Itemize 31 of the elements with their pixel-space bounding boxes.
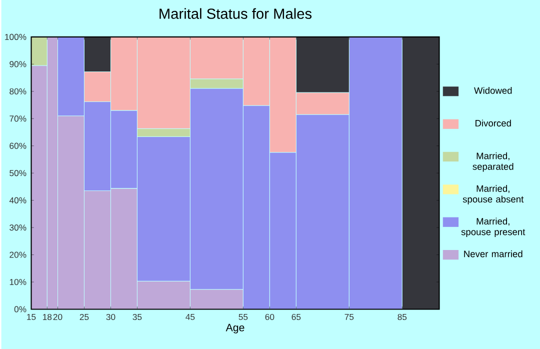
x-tick-label: 18 — [43, 314, 52, 320]
y-tick-label: 20% — [10, 252, 26, 258]
legend-label: Divorced — [476, 120, 511, 126]
x-tick-label: 20 — [53, 314, 62, 320]
y-tick-label: 60% — [10, 142, 26, 149]
x-tick-label: 35 — [132, 314, 142, 320]
x-tick-label: 60 — [265, 314, 274, 320]
x-tick-label: 75 — [344, 314, 354, 320]
x-tick-label: 55 — [238, 314, 248, 320]
y-tick-label: 80% — [10, 88, 26, 94]
x-tick-label: 65 — [292, 314, 301, 320]
legend-label: Widowed — [474, 86, 512, 94]
legend-label: Never married — [464, 250, 522, 258]
x-tick-label: 85 — [398, 314, 407, 320]
x-axis-title: Age — [226, 324, 244, 334]
y-tick-label: 40% — [9, 197, 26, 204]
legend-label: Married, separated — [472, 152, 514, 172]
x-tick-label: 30 — [106, 314, 116, 320]
y-tick-label: 10% — [10, 278, 26, 286]
legend-label: Married, spouse present — [461, 218, 526, 237]
y-tick-label: 90% — [10, 61, 26, 68]
chart-title: Marital Status for Males — [160, 8, 312, 19]
y-tick-label: 30% — [10, 224, 26, 231]
y-tick-label: 70% — [10, 115, 26, 122]
legend-label: Married, spouse absent — [462, 184, 524, 204]
y-tick-label: 50% — [10, 170, 26, 176]
x-tick-label: 15 — [27, 314, 36, 320]
x-tick-label: 45 — [186, 314, 195, 320]
y-tick-label: 100% — [5, 34, 26, 40]
y-tick-label: 0% — [14, 306, 26, 312]
x-tick-label: 25 — [80, 314, 89, 320]
